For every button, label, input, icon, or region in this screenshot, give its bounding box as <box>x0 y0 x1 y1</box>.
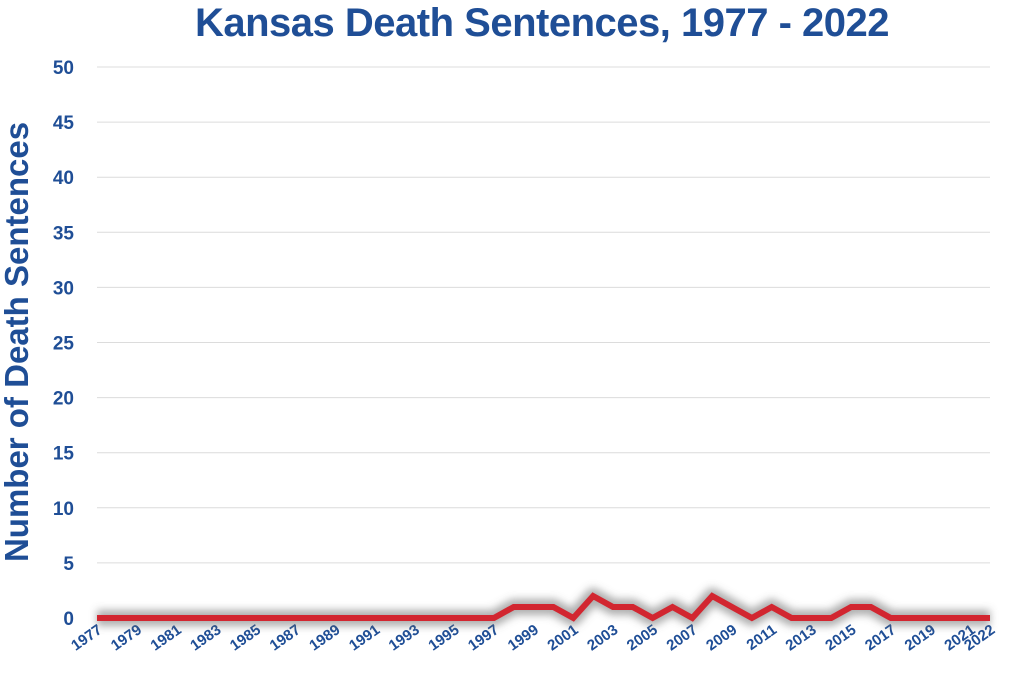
y-tick-label: 35 <box>53 223 75 244</box>
y-tick-label: 40 <box>53 168 74 189</box>
y-tick-label: 45 <box>53 113 75 134</box>
x-tick-label: 2013 <box>783 621 820 654</box>
x-tick-label: 1993 <box>386 621 423 654</box>
x-tick-label: 1985 <box>227 621 264 654</box>
y-tick-label: 10 <box>53 499 74 520</box>
x-tick-label: 2015 <box>822 621 859 654</box>
x-tick-label: 2005 <box>624 621 661 654</box>
x-tick-label: 2001 <box>544 621 581 654</box>
x-tick-label: 2003 <box>584 621 621 654</box>
x-tick-label: 2007 <box>664 621 701 654</box>
y-tick-label: 20 <box>53 389 74 410</box>
y-axis-label: Number of Death Sentences <box>0 122 35 562</box>
y-axis-ticks: 0 5 10 15 20 25 30 35 40 45 50 <box>53 58 75 630</box>
y-tick-label: 5 <box>63 554 74 575</box>
y-tick-label: 15 <box>53 444 75 465</box>
x-tick-label: 1987 <box>267 621 304 654</box>
gridlines <box>97 66 990 564</box>
x-tick-label: 2017 <box>862 621 899 654</box>
y-tick-label: 50 <box>53 58 74 79</box>
x-tick-label: 1999 <box>505 621 542 654</box>
y-tick-label: 30 <box>53 278 74 299</box>
x-tick-label: 2009 <box>703 621 740 654</box>
y-tick-label: 0 <box>63 609 74 630</box>
y-tick-label: 25 <box>53 334 75 355</box>
series-lines <box>97 588 990 626</box>
x-tick-label: 2011 <box>744 621 780 654</box>
x-axis-ticks: 1977 1979 1981 1983 1985 1987 1989 1991 1993 1995… <box>68 621 998 654</box>
x-tick-label: 1995 <box>425 621 462 654</box>
x-tick-label: 1981 <box>148 621 185 654</box>
x-tick-label: 1983 <box>187 621 224 654</box>
x-tick-label: 1997 <box>465 621 502 654</box>
chart-title: Kansas Death Sentences, 1977 - 2022 <box>194 1 890 45</box>
x-tick-label: 1989 <box>306 621 343 654</box>
x-tick-label: 1979 <box>108 621 145 654</box>
series-line <box>97 592 990 622</box>
x-tick-label: 1991 <box>346 621 383 654</box>
x-tick-label: 2019 <box>902 621 939 654</box>
